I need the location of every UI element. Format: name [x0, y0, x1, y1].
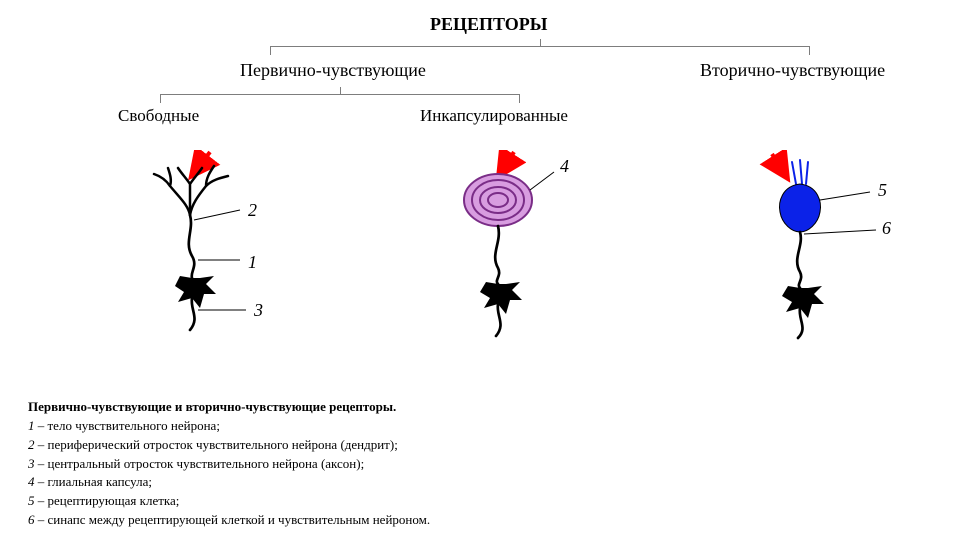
numeral-3: 3 — [254, 300, 263, 321]
caption-line-5-rest: – рецептирующая клетка; — [35, 493, 180, 508]
figure-secondary-neuron — [720, 150, 900, 340]
title-secondary: Вторично-чувствующие — [700, 60, 885, 81]
title-free: Свободные — [118, 106, 199, 126]
bracket-top — [270, 46, 810, 47]
bracket-sub — [160, 94, 520, 95]
numeral-2: 2 — [248, 200, 257, 221]
caption-title: Первично-чувствующие и вторично-чувствую… — [28, 398, 668, 417]
figure-free-neuron — [120, 150, 290, 340]
diagram-stage: РЕЦЕПТОРЫ Первично-чувствующие Вторично-… — [0, 0, 960, 540]
numeral-4: 4 — [560, 156, 569, 177]
caption-line-1-rest: – тело чувствительного нейрона; — [35, 418, 220, 433]
numeral-6: 6 — [882, 218, 891, 239]
title-primary: Первично-чувствующие — [240, 60, 426, 81]
caption-line-3-rest: – центральный отросток чувствительного н… — [35, 456, 365, 471]
caption-line-2-rest: – периферический отросток чувствительног… — [35, 437, 398, 452]
numeral-1: 1 — [248, 252, 257, 273]
caption-line-6-rest: – синапс между рецептирующей клеткой и ч… — [35, 512, 431, 527]
figure-encapsulated-neuron — [420, 150, 590, 340]
title-encaps: Инкапсулированные — [420, 106, 568, 126]
title-main: РЕЦЕПТОРЫ — [430, 14, 547, 35]
caption-block: Первично-чувствующие и вторично-чувствую… — [28, 398, 668, 530]
numeral-5: 5 — [878, 180, 887, 201]
caption-line-4-rest: – глиальная капсула; — [35, 474, 152, 489]
